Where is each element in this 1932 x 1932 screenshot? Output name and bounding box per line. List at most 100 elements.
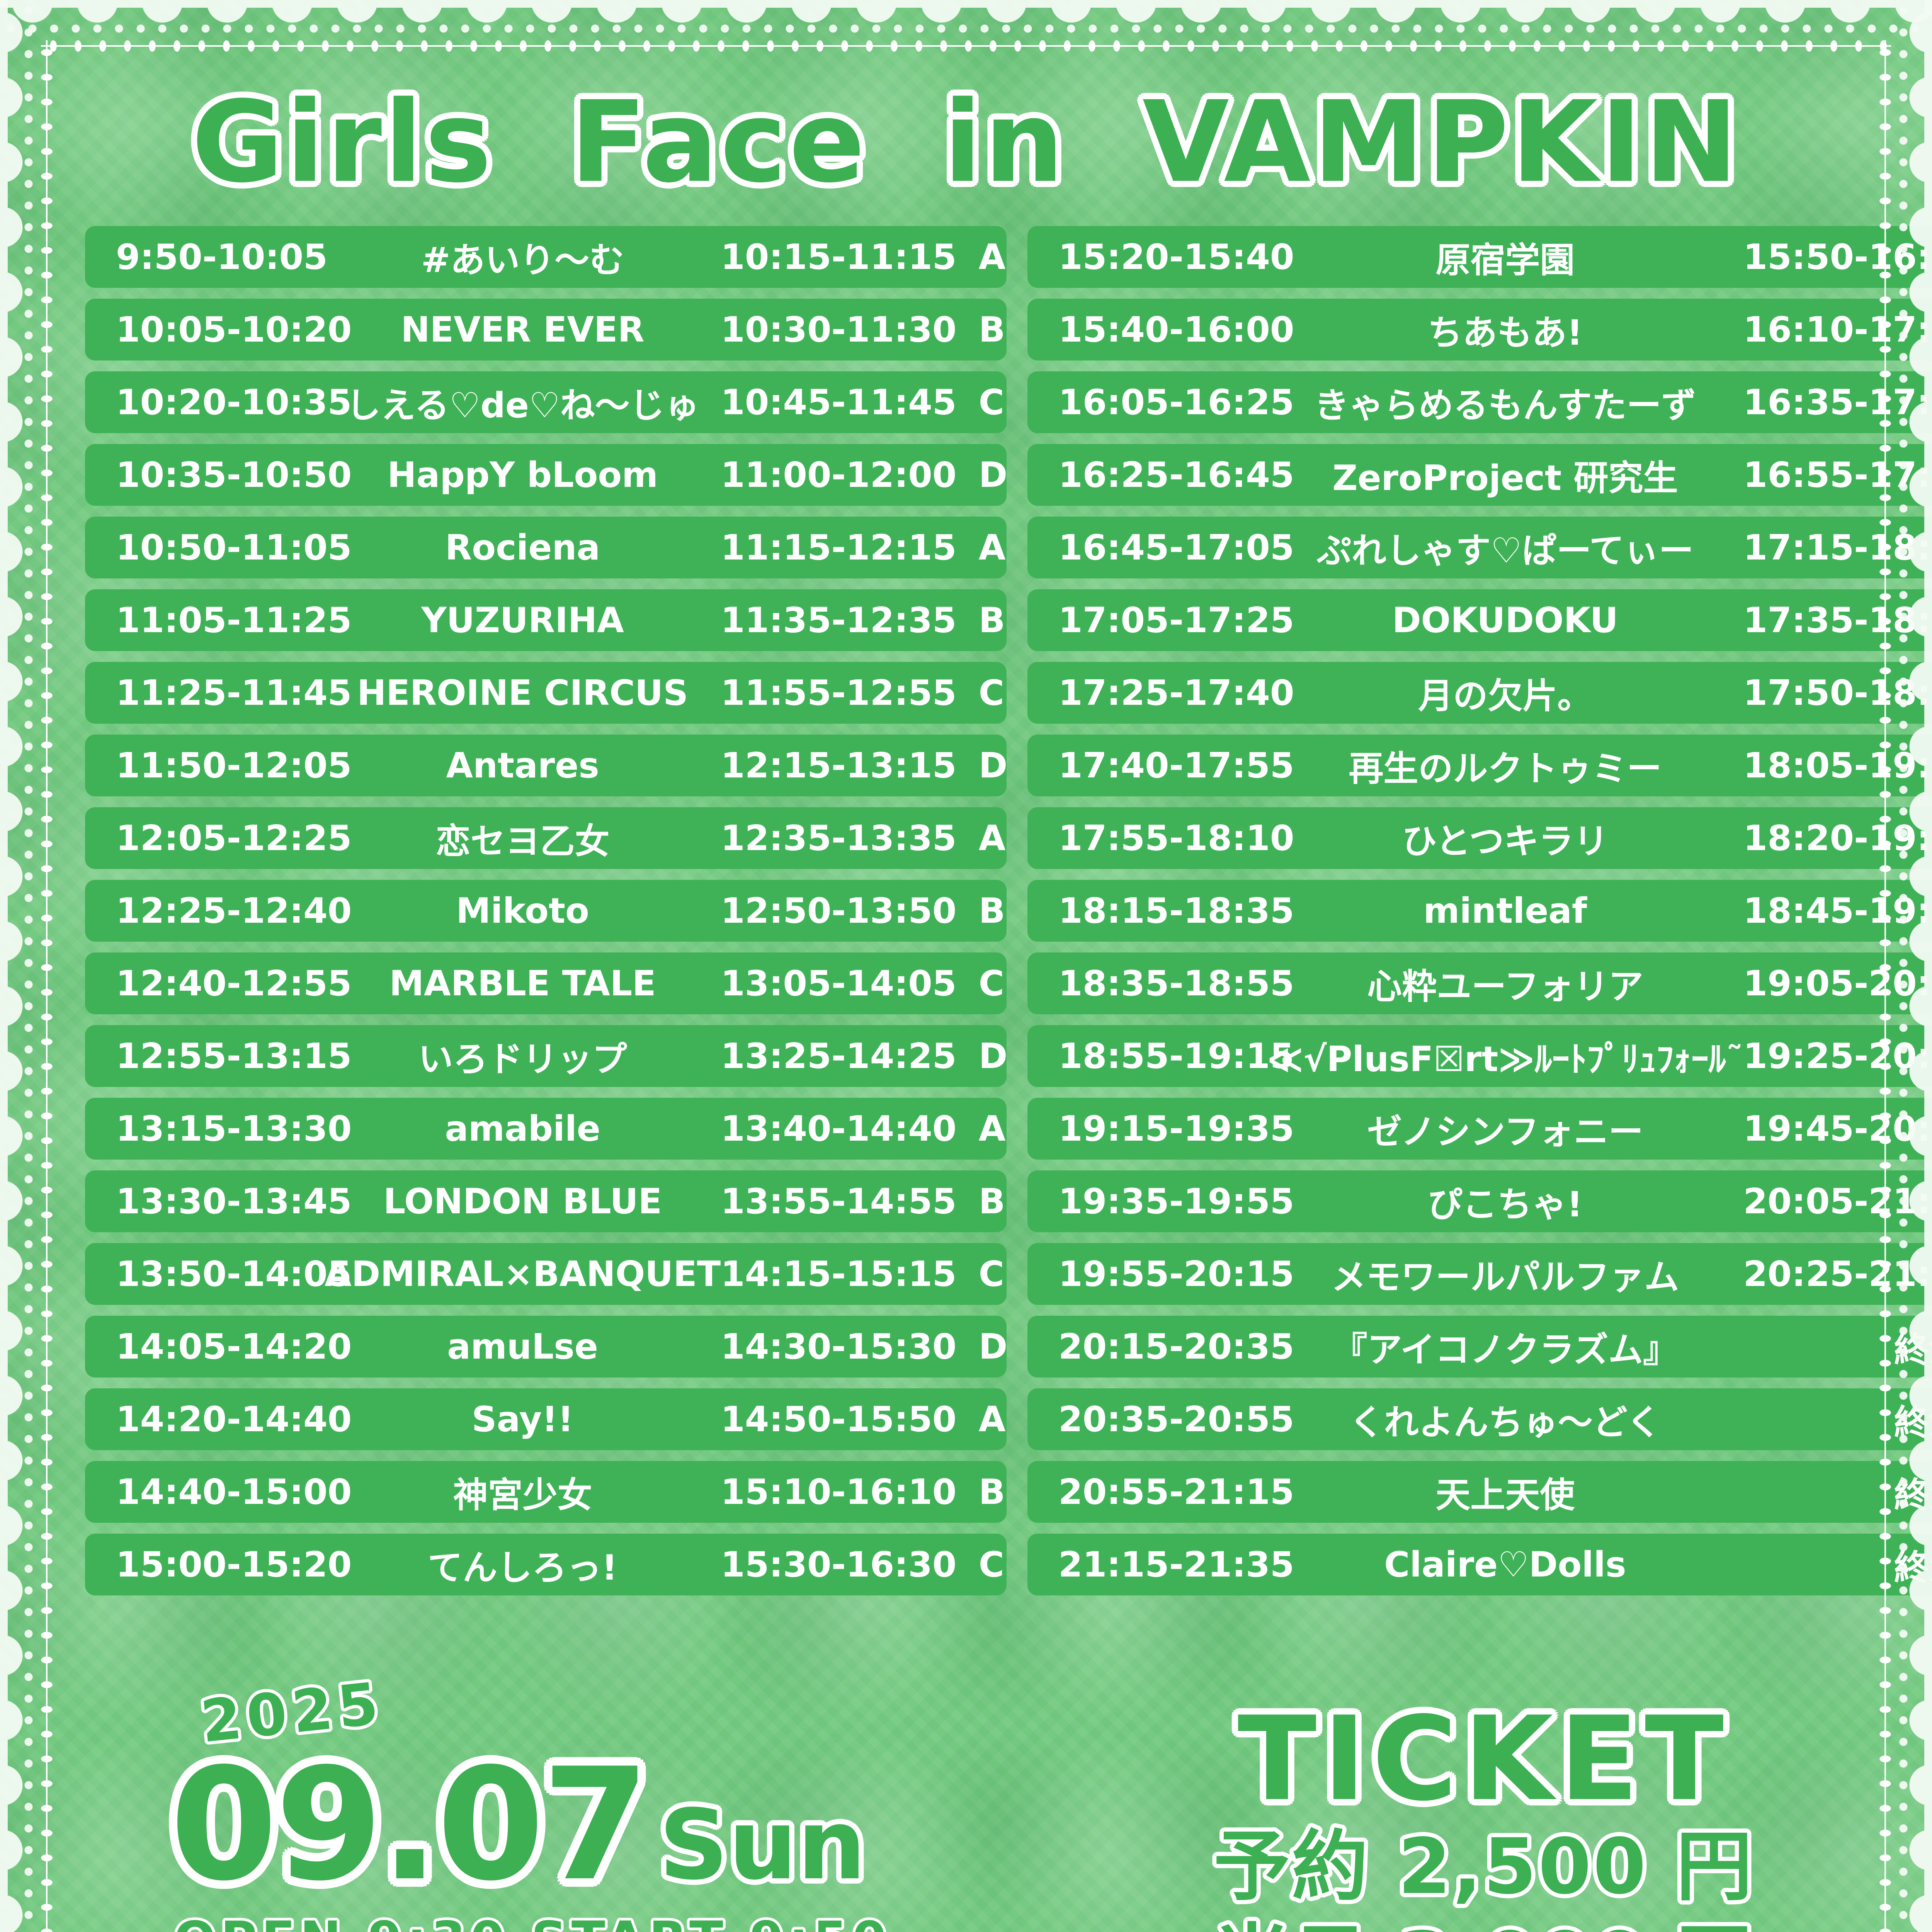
artist-name: しえる♡de♡ね〜じゅ [346,385,699,426]
artist-name: 『アイコノクラズム』 [1332,1330,1678,1370]
artist-name: Mikoto [456,890,589,931]
next-slot-time: 終演後 [1894,1402,1932,1443]
schedule-row: 10:35-10:50 HappY bLoom 11:00-12:00 D [85,444,1008,506]
performance-time: 19:15-19:35 [1058,1108,1294,1149]
performance-time: 17:25-17:40 [1058,672,1294,713]
event-title: Girls Face in VAMPKIN [191,77,1741,207]
ticket-advance-price: 予約 2,500 円 [1213,1822,1754,1911]
performance-time: 13:30-13:45 [116,1181,352,1222]
next-slot-time: 20:05-21:05 A [1743,1181,1932,1222]
schedule-row: 10:50-11:05 Rociena 11:15-12:15 A [85,517,1007,578]
performance-time: 16:45-17:05 [1058,527,1294,568]
artist-name: ひとつキラリ [1402,821,1609,862]
next-slot-time: 13:55-14:55 B [721,1181,1005,1222]
artist-name: いろドリップ [418,1039,627,1080]
schedule-row: 14:20-14:40 Say!! 14:50-15:50 A [85,1388,1007,1450]
schedule-row: 18:15-18:35 mintleaf 18:45-19:45 A [1027,880,1932,942]
diamond-chain-border-top [41,40,1891,52]
artist-name: MARBLE TALE [389,963,656,1004]
next-slot-time: 13:40-14:40 A [721,1108,1006,1149]
schedule-row: 17:55-18:10 ひとつキラリ 18:20-19:20 D [1027,807,1932,869]
next-slot-time: 19:45-20:45 D [1743,1108,1932,1149]
performance-time: 20:15-20:35 [1058,1326,1294,1367]
next-slot-time: 終演後 [1894,1475,1932,1515]
schedule-row: 15:40-16:00 ちあもあ! 16:10-17:10 A [1027,299,1932,361]
performance-time: 18:15-18:35 [1058,890,1294,931]
next-slot-time: 13:25-14:25 D [721,1036,1008,1077]
performance-time: 12:40-12:55 [116,963,352,1004]
schedule-row: 16:45-17:05 ぷれしゃす♡ぱーてぃー 17:15-18:15 D [1027,517,1932,578]
schedule-row: 19:35-19:55 ぴこちゃ! 20:05-21:05 A [1027,1170,1932,1232]
artist-name: #あいり〜む [421,240,624,281]
next-slot-time: 17:15-18:15 D [1743,527,1932,568]
next-slot-time: 18:05-19:05 C [1743,745,1932,786]
event-day: Sun [659,1789,866,1901]
next-slot-time: 14:30-15:30 D [721,1326,1008,1367]
performance-time: 14:20-14:40 [116,1399,352,1440]
next-slot-time: 17:50-18:50 B [1743,672,1932,713]
performance-time: 12:55-13:15 [116,1036,352,1077]
artist-name: Antares [446,745,599,786]
next-slot-time: 11:35-12:35 B [721,600,1005,641]
artist-name: 神宮少女 [453,1475,592,1515]
next-slot-time: 18:20-19:20 D [1743,818,1932,859]
performance-time: 14:05-14:20 [116,1326,352,1367]
schedule-row: 12:40-12:55 MARBLE TALE 13:05-14:05 C [85,952,1007,1014]
next-slot-time: 19:25-20:25 C [1743,1036,1932,1077]
artist-name: 再生のルクトゥミー [1349,748,1662,789]
artist-name: DOKUDOKU [1392,600,1618,641]
performance-time: 21:15-21:35 [1058,1544,1294,1585]
next-slot-time: 20:25-21:25 B [1743,1253,1932,1294]
performance-time: 17:55-18:10 [1058,818,1294,859]
artist-name: きゃらめるもんすたーず [1314,385,1696,426]
schedule-row: 17:05-17:25 DOKUDOKU 17:35-18:35 A [1027,589,1932,651]
artist-name: メモワールパルファム [1331,1257,1679,1298]
schedule-row: 16:25-16:45 ZeroProject 研究生 16:55-17:55 … [1027,444,1932,506]
performance-time: 14:40-15:00 [116,1471,352,1512]
schedule-column-left: 9:50-10:05 #あいり〜む 10:15-11:15 A 10:05-10… [85,226,1008,1595]
artist-name: 心粋ユーフォリア [1367,966,1643,1007]
artist-name: 原宿学園 [1435,240,1575,281]
next-slot-time: 15:10-16:10 B [721,1471,1005,1512]
next-slot-time: 16:55-17:55 C [1743,454,1932,495]
performance-time: 9:50-10:05 [116,236,328,277]
artist-name: ちあもあ! [1427,313,1583,353]
next-slot-time: 14:50-15:50 A [721,1399,1006,1440]
artist-name: 天上天使 [1435,1475,1575,1515]
schedule-row: 12:55-13:15 いろドリップ 13:25-14:25 D [85,1025,1008,1087]
artist-name: ZeroProject 研究生 [1332,458,1678,498]
artist-name: NEVER EVER [401,309,645,350]
next-slot-time: 19:05-20:05 B [1743,963,1932,1004]
next-slot-time: 11:55-12:55 C [721,672,1004,713]
schedule-row: 19:15-19:35 ゼノシンフォニー 19:45-20:45 D [1027,1098,1932,1160]
schedule-row: 15:20-15:40 原宿学園 15:50-16:50 D [1027,226,1932,288]
artist-name: HappY bLoom [387,454,658,495]
artist-name: LONDON BLUE [383,1181,662,1222]
schedule-row: 17:25-17:40 月の欠片。 17:50-18:50 B [1027,662,1932,724]
schedule-row: 18:35-18:55 心粋ユーフォリア 19:05-20:05 B [1027,952,1932,1014]
next-slot-time: 14:15-15:15 C [721,1253,1004,1294]
artist-name: Say!! [471,1399,574,1440]
event-date: 09.07 [170,1735,650,1915]
next-slot-time: 12:50-13:50 B [721,890,1005,931]
artist-name: ぷれしゃす♡ぱーてぃー [1316,531,1694,571]
artist-name: ゼノシンフォニー [1367,1112,1643,1152]
next-slot-time: 終演後 [1894,1548,1932,1588]
performance-time: 10:50-11:05 [116,527,352,568]
performance-time: 15:20-15:40 [1058,236,1294,277]
schedule-row: 13:50-14:05 ADMIRAL×BANQUET 14:15-15:15 … [85,1243,1007,1305]
next-slot-time: 17:35-18:35 A [1743,600,1932,641]
performance-time: 17:05-17:25 [1058,600,1294,641]
schedule-row: 17:40-17:55 再生のルクトゥミー 18:05-19:05 C [1027,735,1932,796]
artist-name: YUZURIHA [421,600,624,641]
lace-border-top [0,0,1932,36]
performance-time: 15:40-16:00 [1058,309,1294,350]
artist-name: amabile [445,1108,600,1149]
schedule-row: 9:50-10:05 #あいり〜む 10:15-11:15 A [85,226,1007,288]
schedule-row: 11:50-12:05 Antares 12:15-13:15 D [85,735,1008,796]
performance-time: 10:05-10:20 [116,309,352,350]
diamond-chain-border-left [41,40,53,1932]
performance-time: 20:35-20:55 [1058,1399,1294,1440]
next-slot-time: 12:15-13:15 D [721,745,1008,786]
